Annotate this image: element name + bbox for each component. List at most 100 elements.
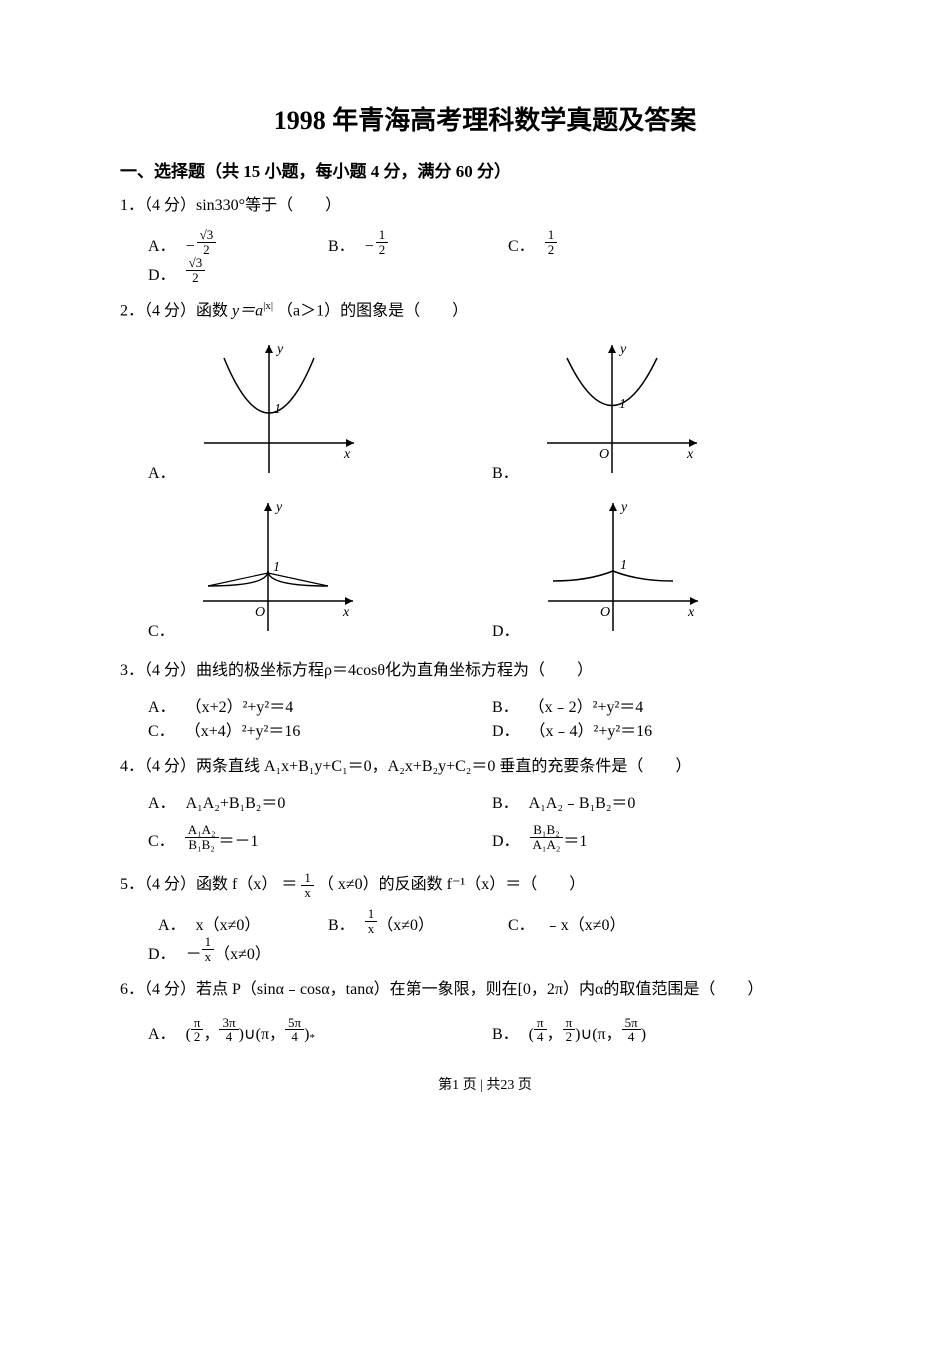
fraction: A₁A₂ B₁B₂ — [185, 823, 219, 851]
q2-stem-prefix: 2．（4 分）函数 — [120, 302, 232, 319]
opt-text: x（x≠0） — [196, 911, 261, 935]
graph-icon: 1 O x y — [527, 333, 717, 483]
fraction: √3 2 — [186, 256, 206, 284]
pi: π — [598, 1026, 606, 1044]
fraction: 1 x — [301, 871, 314, 899]
opt-label: D． — [492, 617, 520, 641]
opt-text: ﹣x（x≠0） — [545, 911, 626, 935]
fraction: 5π4 — [285, 1016, 304, 1044]
opt-text: （x+2）²+y²＝4 — [186, 693, 294, 717]
tail: ＝1 — [563, 827, 587, 851]
svg-text:O: O — [600, 605, 610, 620]
fraction: 1 2 — [376, 228, 389, 256]
q6-optB: B． ( π4 ， π2 ) ∪( π ， 5π4 ) — [492, 1016, 836, 1044]
q1-optD: D． √3 2 — [148, 256, 288, 284]
opt-label: A． — [148, 1020, 176, 1044]
q5-optB: B． 1 x （x≠0） — [328, 907, 468, 935]
svg-text:x: x — [687, 605, 695, 620]
q6-options: A． ( π2 ， 3π4 ) ∪( π ， 5π4 ) * B． ( π4 ，… — [148, 1016, 850, 1044]
graph-icon: 1 O x y — [183, 491, 373, 641]
q1-optA: A． − √3 2 — [148, 228, 288, 256]
fraction: √3 2 — [197, 228, 217, 256]
fraction: 3π4 — [219, 1016, 238, 1044]
section-heading: 一、选择题（共 15 小题，每小题 4 分，满分 60 分） — [120, 157, 850, 182]
q3-optC: C． （x+4）²+y²＝16 — [148, 717, 492, 741]
svg-text:x: x — [342, 605, 350, 620]
fraction: π2 — [563, 1016, 576, 1044]
q2-stem-suffix: （a＞1）的图象是（ ） — [277, 302, 468, 319]
opt-label: A． — [148, 789, 176, 813]
q1-options: A． − √3 2 B． − 1 2 C． 1 2 D． √3 — [148, 228, 850, 285]
q2-figD: D． 1 O x y — [492, 491, 836, 641]
q2-figA: A． 1 x y — [148, 333, 492, 483]
opt-label: A． — [148, 459, 176, 483]
opt-label: D． — [492, 827, 520, 851]
opt-text: A₁A₂﹣B₁B₂＝0 — [529, 789, 636, 813]
q4-optC: C． A₁A₂ B₁B₂ ＝－1 — [148, 823, 492, 851]
svg-text:1: 1 — [620, 558, 627, 573]
opt-label: B． — [492, 693, 519, 717]
q5-prefix: 5．（4 分）函数 f（x） — [120, 876, 277, 893]
q2-sup: |x| — [263, 300, 273, 312]
comma: ， — [269, 1020, 285, 1044]
svg-text:y: y — [619, 500, 628, 515]
q4-optD: D． B₁B₂ A₁A₂ ＝1 — [492, 823, 836, 851]
opt-label: D． — [148, 940, 176, 964]
opt-label: D． — [148, 261, 176, 285]
q5-stem: 5．（4 分）函数 f（x） ＝ 1 x （ x≠0）的反函数 f⁻¹（x）＝（… — [120, 869, 850, 901]
opt-text: （x﹣4）²+y²＝16 — [530, 717, 653, 741]
tail: ＝－1 — [219, 827, 259, 851]
q6-optA: A． ( π2 ， 3π4 ) ∪( π ， 5π4 ) * — [148, 1016, 492, 1044]
graph-icon: 1 x y — [184, 333, 374, 483]
opt-label: C． — [148, 717, 175, 741]
q3-optA: A． （x+2）²+y²＝4 — [148, 693, 492, 717]
svg-text:1: 1 — [274, 402, 281, 417]
comma: ， — [203, 1020, 219, 1044]
fraction: π4 — [534, 1016, 547, 1044]
svg-text:O: O — [255, 605, 265, 620]
tail: （x≠0） — [214, 940, 271, 964]
union: ∪( — [244, 1024, 261, 1044]
q1-optB: B． − 1 2 — [328, 228, 468, 256]
q2-figB: B． 1 O x y — [492, 333, 836, 483]
opt-label: B． — [328, 232, 355, 256]
svg-text:y: y — [275, 342, 284, 357]
comma: ， — [547, 1020, 563, 1044]
page-footer: 第1 页 | 共23 页 — [120, 1074, 850, 1094]
q5-optC: C． ﹣x（x≠0） — [508, 911, 648, 935]
page-title: 1998 年青海高考理科数学真题及答案 — [120, 100, 850, 137]
opt-label: C． — [148, 617, 175, 641]
q3-options: A． （x+2）²+y²＝4 B． （x﹣2）²+y²＝4 C． （x+4）²+… — [148, 693, 850, 741]
q4-optA: A． A₁A₂+B₁B₂＝0 — [148, 789, 492, 813]
rparen: ) — [641, 1026, 646, 1044]
fraction: 1 2 — [545, 228, 558, 256]
minus-sign: − — [365, 238, 374, 256]
neg: － — [186, 940, 202, 964]
opt-text: A₁A₂+B₁B₂＝0 — [186, 789, 286, 813]
q4-optB: B． A₁A₂﹣B₁B₂＝0 — [492, 789, 836, 813]
svg-text:y: y — [274, 500, 283, 515]
fraction: π2 — [191, 1016, 204, 1044]
opt-text: （x+4）²+y²＝16 — [185, 717, 301, 741]
opt-label: C． — [148, 827, 175, 851]
opt-label: A． — [148, 232, 176, 256]
pi: π — [261, 1026, 269, 1044]
tail: （x≠0） — [377, 911, 434, 935]
opt-label: C． — [508, 232, 535, 256]
q3-optB: B． （x﹣2）²+y²＝4 — [492, 693, 836, 717]
svg-text:O: O — [599, 447, 609, 462]
q3-optD: D． （x﹣4）²+y²＝16 — [492, 717, 836, 741]
opt-label: C． — [508, 911, 535, 935]
q2-stem-math: y＝a — [232, 302, 263, 319]
opt-label: B． — [492, 789, 519, 813]
q4-options: A． A₁A₂+B₁B₂＝0 B． A₁A₂﹣B₁B₂＝0 C． A₁A₂ B₁… — [148, 789, 850, 851]
svg-text:1: 1 — [273, 560, 280, 575]
svg-text:1: 1 — [619, 397, 626, 412]
q5-eq: ＝ — [281, 876, 297, 893]
opt-text: （x﹣2）²+y²＝4 — [529, 693, 644, 717]
q5-optD: D． － 1 x （x≠0） — [148, 935, 288, 963]
q5-optA: A． x（x≠0） — [148, 911, 288, 935]
graph-icon: 1 O x y — [528, 491, 718, 641]
opt-label: B． — [328, 911, 355, 935]
opt-label: A． — [158, 911, 186, 935]
